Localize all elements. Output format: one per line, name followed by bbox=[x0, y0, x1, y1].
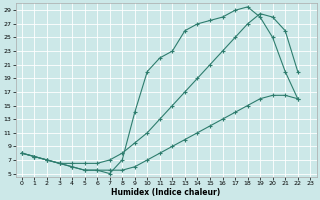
X-axis label: Humidex (Indice chaleur): Humidex (Indice chaleur) bbox=[111, 188, 221, 197]
